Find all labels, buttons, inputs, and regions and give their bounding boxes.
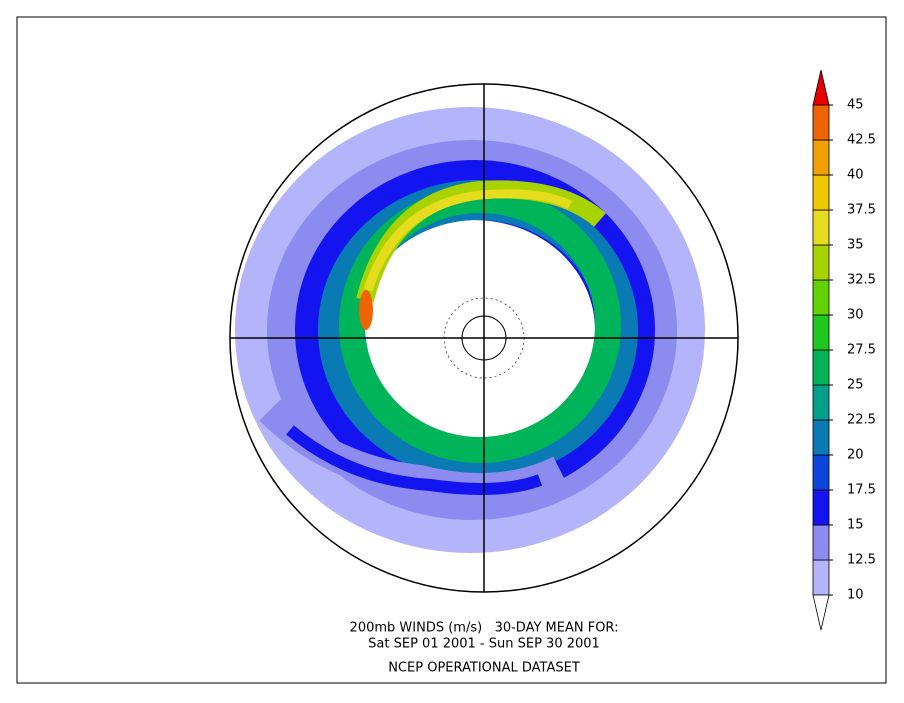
wind-band bbox=[339, 187, 621, 463]
caption-line: NCEP OPERATIONAL DATASET bbox=[388, 661, 580, 676]
colorbar-band bbox=[812, 314, 830, 351]
colorbar: 10 12.5 15 17.5 20 22.5 25 27.5 30 32.5 35 37.5 40 42… bbox=[812, 69, 876, 631]
colorbar-label: 15 bbox=[847, 518, 864, 533]
colorbar-label: 35 bbox=[847, 238, 864, 253]
colorbar-label: 30 bbox=[847, 308, 864, 323]
colorbar-band bbox=[812, 524, 830, 561]
frame bbox=[16, 16, 887, 684]
colorbar-band bbox=[812, 349, 830, 386]
colorbar-band bbox=[812, 174, 830, 211]
colorbar-label: 27.5 bbox=[847, 343, 876, 358]
caption-line: 200mb WINDS (m/s) 30-DAY MEAN FOR: bbox=[350, 621, 619, 636]
colorbar-label: 12.5 bbox=[847, 553, 876, 568]
colorbar-band bbox=[812, 279, 830, 316]
caption-line: Sat SEP 01 2001 - Sun SEP 30 2001 bbox=[368, 637, 600, 652]
colorbar-band bbox=[812, 489, 830, 526]
wind-band bbox=[286, 425, 543, 495]
colorbar-band bbox=[812, 244, 830, 281]
colorbar-band bbox=[812, 419, 830, 456]
colorbar-label: 20 bbox=[847, 448, 864, 463]
colorbar-label: 45 bbox=[847, 98, 864, 113]
colorbar-label: 10 bbox=[847, 588, 864, 603]
colorbar-band bbox=[812, 559, 830, 596]
colorbar-label: 22.5 bbox=[847, 413, 876, 428]
colorbar-label: 25 bbox=[847, 378, 864, 393]
wind-band bbox=[363, 189, 573, 292]
colorbar-label: 32.5 bbox=[847, 273, 876, 288]
colorbar-band bbox=[812, 454, 830, 491]
colorbar-label: 17.5 bbox=[847, 483, 876, 498]
colorbar-under bbox=[812, 594, 830, 631]
colorbar-label: 42.5 bbox=[847, 133, 876, 148]
colorbar-label: 37.5 bbox=[847, 203, 876, 218]
colorbar-over bbox=[812, 69, 830, 106]
colorbar-band bbox=[812, 139, 830, 176]
colorbar-band bbox=[812, 209, 830, 246]
colorbar-label: 40 bbox=[847, 168, 864, 183]
colorbar-band bbox=[812, 104, 830, 141]
wind-max bbox=[359, 290, 373, 330]
colorbar-band bbox=[812, 384, 830, 421]
